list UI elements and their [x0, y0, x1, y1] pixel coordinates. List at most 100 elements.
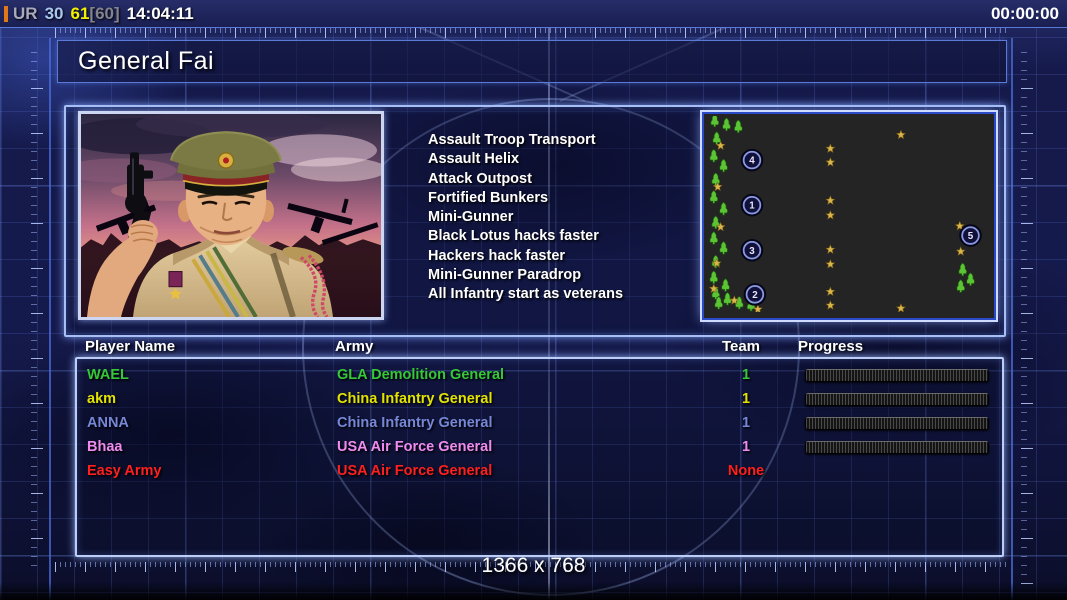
star-icon: [825, 143, 836, 153]
header-team: Team: [721, 338, 761, 355]
star-icon: [825, 195, 836, 205]
orange-tick: [4, 5, 8, 22]
title-panel: General Fai: [57, 40, 1007, 83]
player-name: akm: [87, 391, 117, 407]
star-icon: [825, 210, 836, 220]
player-team: 1: [741, 367, 751, 383]
minimap-art: 4 1 3 2 5: [708, 116, 990, 312]
tree-icon: [709, 148, 719, 163]
marker-number: 5: [968, 231, 974, 242]
player-team: 1: [741, 391, 751, 407]
tree-icon: [719, 158, 728, 173]
ability-item: All Infantry start as veterans: [428, 286, 624, 303]
tree-icon: [958, 262, 967, 277]
player-army: GLA Demolition General: [337, 367, 505, 383]
stat-value-bracket: [60]: [89, 4, 120, 23]
star-icon: [955, 246, 966, 256]
tree-icon: [721, 278, 730, 292]
star-icon: [896, 129, 906, 140]
start-position-marker: 3: [740, 238, 764, 262]
ability-item: Attack Outpost: [428, 170, 532, 187]
star-icon: [825, 300, 836, 310]
left-ruler: [31, 44, 43, 569]
player-name: Bhaa: [87, 439, 123, 455]
ability-item: Black Lotus hacks faster: [428, 228, 599, 245]
player-team: 1: [741, 439, 751, 455]
player-row: Bhaa USA Air Force General 1: [77, 435, 1002, 459]
header-army: Army: [335, 338, 374, 355]
tree-icon: [723, 291, 732, 306]
player-name: ANNA: [87, 415, 129, 431]
network-stats: UR 30 61 [60] 14:04:11: [4, 0, 194, 27]
player-row: Easy Army USA Air Force General None: [77, 459, 1002, 483]
marker-number: 4: [749, 156, 755, 167]
general-portrait-art: [81, 114, 381, 317]
stat-label: UR: [13, 4, 38, 23]
star-icon: [954, 220, 965, 231]
players-table-body: WAEL GLA Demolition General 1 akm China Infa…: [77, 359, 1002, 555]
tree-icon: [722, 117, 731, 132]
resolution-label: 1366 x 768: [481, 554, 586, 577]
bottom-ruler: [55, 562, 1007, 572]
ability-item: Fortified Bunkers: [428, 189, 549, 206]
top-ruler: [55, 28, 1007, 38]
tree-icon: [966, 272, 975, 286]
tree-icon: [956, 279, 966, 293]
player-row: akm China Infantry General 1: [77, 387, 1002, 411]
star-icon: [825, 259, 836, 269]
players-table-header: Player Name Army Team Progress: [0, 338, 1067, 356]
player-army: USA Air Force General: [337, 463, 493, 479]
minimap: 4 1 3 2 5: [702, 112, 996, 320]
frame-right-line: [1011, 38, 1013, 600]
abilities-list: Assault Troop Transport Assault Helix Atta…: [428, 131, 698, 305]
star-icon: [825, 244, 836, 254]
player-row: ANNA China Infantry General 1: [77, 411, 1002, 435]
progress-bar: [805, 369, 989, 382]
start-position-marker: 5: [959, 224, 982, 247]
tree-icon: [709, 270, 719, 284]
tree-icon: [714, 295, 723, 310]
players-panel: WAEL GLA Demolition General 1 akm China Infa…: [75, 357, 1004, 557]
tree-icon: [719, 241, 728, 255]
star-icon: [708, 283, 719, 294]
tree-icon: [734, 119, 743, 134]
player-army: China Infantry General: [337, 415, 493, 431]
player-row: WAEL GLA Demolition General 1: [77, 363, 1002, 387]
right-ruler: [1021, 44, 1033, 584]
marker-number: 1: [749, 201, 755, 212]
star-icon: [715, 221, 726, 232]
tree-icon: [719, 201, 728, 216]
ability-item: Hackers hack faster: [428, 247, 566, 264]
tree-icon: [710, 116, 720, 128]
player-name: Easy Army: [87, 463, 162, 479]
star-icon: [825, 286, 836, 296]
star-icon: [711, 258, 722, 268]
player-team: 1: [741, 415, 751, 431]
stat-value-yellow: 61: [70, 4, 90, 23]
tree-icon: [709, 190, 719, 204]
player-team: None: [727, 463, 765, 479]
clock: 14:04:11: [126, 4, 194, 23]
crosshair-vertical-line: [548, 27, 550, 600]
ability-item: Assault Troop Transport: [428, 132, 596, 148]
player-army: USA Air Force General: [337, 439, 493, 455]
player-name: WAEL: [87, 367, 129, 383]
start-position-marker: 4: [740, 148, 764, 172]
page-title: General Fai: [78, 47, 215, 75]
game-timer: 00:00:00: [990, 4, 1059, 23]
star-icon: [753, 304, 763, 312]
star-icon: [896, 303, 906, 312]
progress-bar: [805, 393, 989, 406]
ability-item: Mini-Gunner Paradrop: [428, 267, 582, 284]
star-icon: [715, 140, 726, 150]
header-progress: Progress: [798, 338, 864, 355]
frame-left-line: [49, 38, 51, 600]
progress-bar: [805, 441, 989, 454]
header-player-name: Player Name: [85, 338, 176, 355]
top-status-bar: UR 30 61 [60] 14:04:11 00:00:00: [0, 0, 1067, 28]
tree-icon: [709, 231, 719, 245]
star-icon: [825, 157, 836, 167]
start-position-marker: 1: [740, 193, 764, 217]
progress-bar: [805, 417, 989, 430]
start-position-marker: 2: [743, 283, 767, 306]
